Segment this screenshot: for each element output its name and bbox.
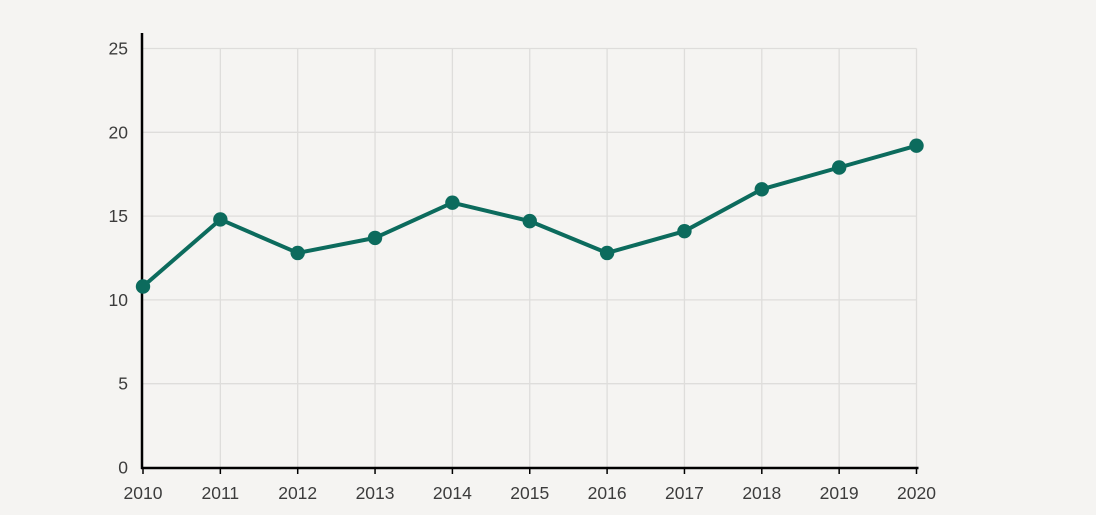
x-tick-label: 2015 [510, 483, 549, 503]
y-tick-label: 10 [109, 290, 129, 310]
x-tick-label: 2020 [897, 483, 936, 503]
data-point[interactable] [290, 245, 305, 261]
x-tick-label: 2016 [588, 483, 627, 503]
y-tick-label: 15 [109, 206, 128, 226]
x-tick-label: 2010 [124, 483, 163, 503]
data-point[interactable] [831, 160, 847, 175]
data-point[interactable] [677, 223, 692, 239]
data-point[interactable] [445, 195, 460, 210]
data-point[interactable] [754, 182, 769, 197]
data-point[interactable] [213, 212, 228, 227]
x-tick-label: 2018 [742, 483, 781, 503]
x-tick-label: 2013 [356, 483, 395, 503]
x-tick-label: 2014 [433, 483, 472, 503]
data-point[interactable] [135, 279, 151, 294]
x-tick-label: 2012 [278, 483, 317, 503]
data-point[interactable] [522, 213, 537, 229]
y-tick-label: 20 [109, 122, 129, 142]
data-point[interactable] [599, 245, 615, 261]
x-tick-label: 2019 [820, 483, 859, 503]
y-tick-label: 0 [118, 458, 128, 478]
x-tick-label: 2017 [665, 483, 704, 503]
y-tick-label: 25 [109, 39, 128, 59]
x-tick-label: 2011 [202, 483, 240, 503]
data-point[interactable] [909, 138, 924, 153]
data-point[interactable] [367, 230, 383, 246]
y-tick-label: 5 [118, 374, 128, 394]
